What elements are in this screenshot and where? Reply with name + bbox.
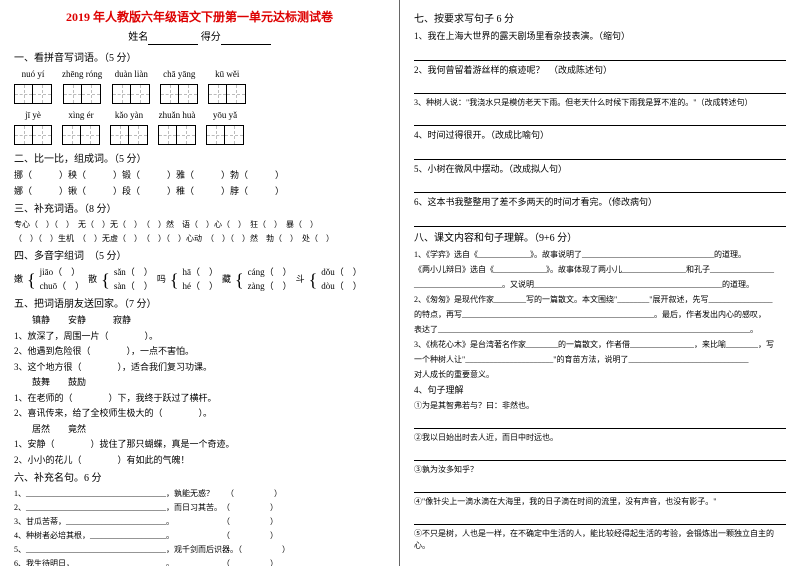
section-6-heading: 六、补充名句。6 分 (14, 471, 385, 486)
sentence: 2、他遇到危险很（ ），一点不害怕。 (14, 345, 385, 359)
question: 3、种树人说："我浇水只是模仿老天下雨。但老天什么时候下雨我是算不准的。"（改成… (414, 97, 786, 109)
fill-text: 的特点，再写__________________________________… (414, 309, 786, 321)
question: 5、小树在微风中摆动。（改成拟人句） (414, 163, 786, 177)
comprehension: ⑤不只是树，人也是一样，在不确定中生活的人，能比较经得起生活的考验，会锻炼出一颗… (414, 528, 786, 552)
word-options: 居然 竟然 (14, 423, 385, 437)
fill-text: 对人成长的重要意义。 (414, 369, 786, 381)
pair-line: 挪（ ）秧（ ）锻（ ）雅（ ）勃（ ） (14, 169, 385, 183)
fill-line: 5、___________________________________，观千… (14, 544, 385, 556)
pinyin-row-2: jī yè xìng ér kǎo yàn zhuǎn huà yōu yǎ (14, 109, 385, 148)
answer-line (414, 511, 786, 525)
sentence: 2、喜讯传来，给了全校师生极大的（ ）。 (14, 407, 385, 421)
fill-line: 1、___________________________________，孰能… (14, 488, 385, 500)
section-5-heading: 五、把词语朋友送回家。（7 分） (14, 297, 385, 312)
pinyin: duàn liàn (112, 68, 150, 82)
pinyin: nuó yí (14, 68, 52, 82)
word-options: 鼓舞 鼓励 (14, 376, 385, 390)
score-label: 得分 (201, 32, 221, 43)
idiom-line: （ ）（ ）生机 （ ）无虚（ ） （ ）（ ）心动 （ ）（ ）然 勃（ ） … (14, 233, 385, 245)
question: 2、我何曾留着游丝样的痕迹呢？ （改成陈述句） (414, 64, 786, 78)
fill-text: ______________________。又说明______________… (414, 279, 786, 291)
name-label: 姓名 (128, 32, 148, 43)
fill-text: 3、《桃花心木》是台湾著名作家________的一篇散文，作者借________… (414, 339, 786, 351)
sentence: 1、安静（ ）拢住了那只蝴蝶，真是一个奇迹。 (14, 438, 385, 452)
pinyin: xìng ér (62, 109, 100, 123)
question: 1、我在上海大世界的露天剧场里看杂技表演。（缩句） (414, 30, 786, 44)
answer-line (414, 47, 786, 61)
fill-text: 2、《匆匆》是现代作家________写的一篇散文。本文围绕"________"… (414, 294, 786, 306)
section-2-heading: 二、比一比，组成词。（5 分） (14, 152, 385, 167)
answer-line (414, 179, 786, 193)
section-8-heading: 八、课文内容和句子理解。（9+6 分） (414, 231, 786, 246)
question: 6、这本书我整整用了差不多两天的时间才看完。（修改病句） (414, 196, 786, 210)
sub-heading: 4、句子理解 (414, 384, 786, 398)
pinyin: kǎo yàn (110, 109, 148, 123)
answer-line (414, 213, 786, 227)
fill-text: 表达了_____________________________________… (414, 324, 786, 336)
answer-line (414, 555, 786, 566)
exam-title: 2019 年人教版六年级语文下册第一单元达标测试卷 (14, 8, 385, 26)
section-7-heading: 七、按要求写句子 6 分 (414, 12, 786, 27)
section-4-heading: 四、多音字组词 （5 分） (14, 249, 385, 264)
sentence: 1、放深了，周围一片（ ）。 (14, 330, 385, 344)
pinyin: chā yāng (160, 68, 198, 82)
fill-text: 一个种树人让"______________________"的育苗方法，说明了_… (414, 354, 786, 366)
fill-text: 1、《学弈》选自《_____________》。故事说明了___________… (414, 249, 786, 261)
comprehension: ③孰为汝多知乎？ (414, 464, 786, 476)
pinyin-row-1: nuó yí zhēng róng duàn liàn chā yāng kū … (14, 68, 385, 107)
answer-line (414, 146, 786, 160)
comprehension: ②我以日始出时去人近，而日中时远也。 (414, 432, 786, 444)
fill-line: 6、我生待明日，_______________________。 （ ） (14, 558, 385, 566)
pinyin: zhuǎn huà (158, 109, 196, 123)
polyphone-row: 嫩{jiāo（ ）chuō（ ） 散{sǎn（ ）sàn（ ） 吗{hā（ ）h… (14, 266, 385, 293)
fill-line: 2、___________________________________，而日… (14, 502, 385, 514)
question: 4、时间过得很开。（改成比喻句） (414, 129, 786, 143)
pinyin: kū wěi (208, 68, 246, 82)
word-options: 镇静 安静 寂静 (14, 314, 385, 328)
sentence: 1、在老师的（ ）下，我终于跃过了横杆。 (14, 392, 385, 406)
answer-line (414, 112, 786, 126)
answer-line (414, 80, 786, 94)
fill-text: 《两小儿辩日》选自《_____________》。故事体现了两小儿_______… (414, 264, 786, 276)
idiom-line: 专心（ ）（ ） 无（ ）无（ ） （ ）然 语（ ）心（ ） 狂（ ） 暴（ … (14, 219, 385, 231)
pinyin: yōu yǎ (206, 109, 244, 123)
answer-line (414, 479, 786, 493)
answer-line (414, 415, 786, 429)
fill-line: 4、种树者必培其根，___________________。 （ ） (14, 530, 385, 542)
answer-line (414, 447, 786, 461)
section-3-heading: 三、补充词语。（8 分） (14, 202, 385, 217)
pinyin: jī yè (14, 109, 52, 123)
sentence: 3、这个地方很（ ），适合我们复习功课。 (14, 361, 385, 375)
comprehension: ①为是其智弗若与？曰：非然也。 (414, 400, 786, 412)
name-score-line: 姓名 得分 (14, 30, 385, 45)
sentence: 2、小小的花儿（ ）有如此的气魄！ (14, 454, 385, 468)
pinyin: zhēng róng (62, 68, 102, 82)
fill-line: 3、甘瓜苦蒂，_________________________。 （ ） (14, 516, 385, 528)
comprehension: ④"像针尖上一滴水滴在大海里，我的日子滴在时间的流里，没有声音，也没有影子。" (414, 496, 786, 508)
pair-line: 娜（ ）锹（ ）段（ ）稚（ ）脖（ ） (14, 185, 385, 199)
section-1-heading: 一、看拼音写词语。（5 分） (14, 51, 385, 66)
